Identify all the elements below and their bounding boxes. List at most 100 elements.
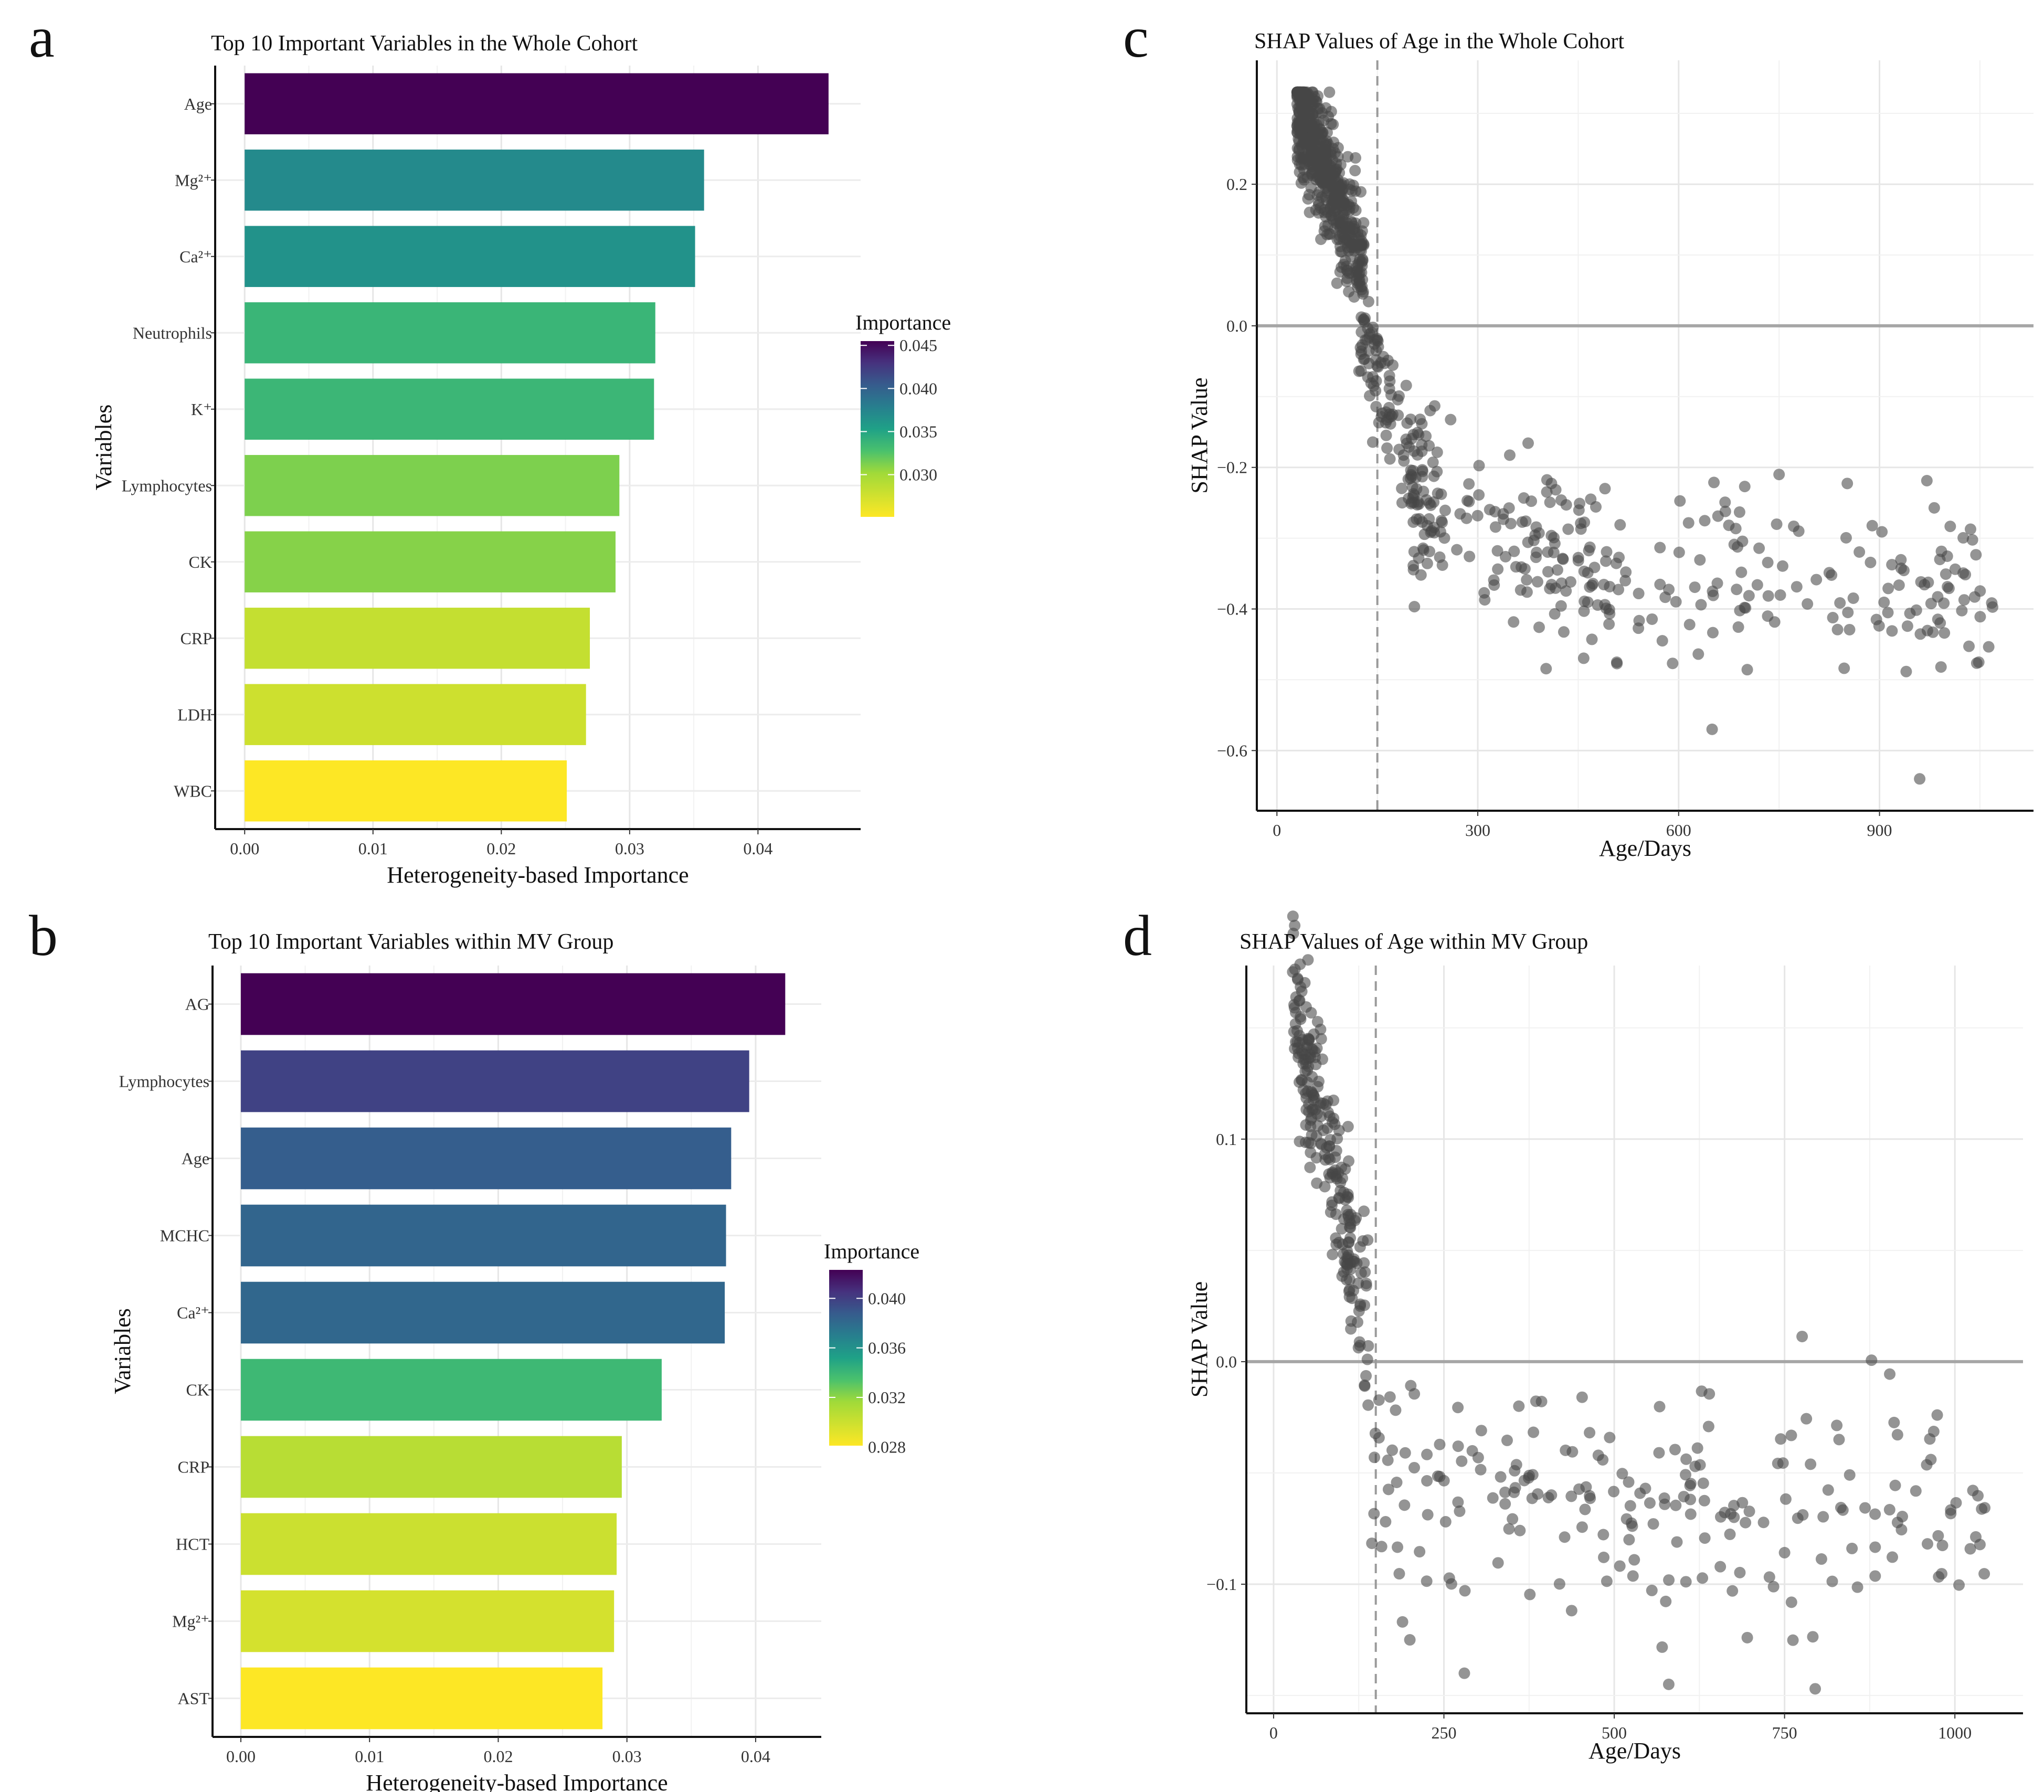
x-tick-label: 500 (1602, 1723, 1627, 1742)
scatter-point (1407, 429, 1420, 441)
scatter-point (1541, 486, 1553, 498)
scatter-point (1986, 597, 1998, 609)
scatter-point (1788, 520, 1800, 532)
x-axis-title: Age/Days (1588, 1738, 1681, 1764)
scatter-point (1727, 1585, 1739, 1597)
scatter-point (1367, 436, 1379, 448)
scatter-point (1342, 1120, 1354, 1132)
scatter-point (1785, 1596, 1797, 1608)
scatter-point (1895, 554, 1907, 566)
scatter-point (1391, 1476, 1403, 1488)
scatter-point (1357, 1235, 1369, 1247)
chart-c: 0 300 600 900 0.2 0.0 −0.2 −0.4 −0.6 SHAP Values … (1187, 29, 2034, 861)
scatter-point (1957, 532, 1969, 544)
y-tick-label: Mg²⁺ (172, 1612, 209, 1631)
scatter-point (1928, 502, 1940, 514)
y-tick-label: AST (178, 1689, 210, 1708)
scatter-point (1384, 453, 1396, 465)
scatter-point (1838, 662, 1850, 674)
scatter-point (1454, 1505, 1466, 1517)
scatter-point (1436, 516, 1448, 528)
bar-9 (240, 1667, 603, 1730)
chart-b: AG Lymphocytes Age MCHC Ca²⁺ CK CRP HCT Mg²⁺ AST 0… (110, 930, 919, 1792)
panel-letter-b: b (29, 904, 58, 968)
scatter-point (1296, 86, 1308, 98)
scatter-point (1421, 1475, 1433, 1487)
scatter-point (1656, 1641, 1668, 1653)
scatter-point (1974, 611, 1986, 623)
legend-tick-label: 0.030 (899, 465, 937, 484)
scatter-point (1762, 590, 1774, 602)
scatter-point (1296, 127, 1308, 139)
scatter-point (1380, 1516, 1392, 1528)
scatter-point (1841, 478, 1854, 490)
scatter-point (1551, 564, 1563, 576)
scatter-point (1306, 96, 1318, 108)
scatter-point (1479, 594, 1491, 606)
y-tick-label: K⁺ (191, 400, 212, 419)
scatter-point (1802, 598, 1814, 610)
scatter-point (1671, 1536, 1683, 1548)
scatter-point (1526, 1492, 1538, 1504)
scatter-point (1791, 581, 1803, 593)
bar-3 (240, 1204, 726, 1267)
legend-tick-label: 0.040 (899, 379, 937, 398)
scatter-point (1390, 1404, 1402, 1416)
scatter-point (1732, 621, 1744, 633)
scatter-point (1689, 581, 1701, 593)
scatter-point (1719, 1507, 1731, 1519)
x-axis-title: Heterogeneity-based Importance (366, 1770, 668, 1792)
scatter-point (1354, 267, 1366, 279)
scatter-point (1420, 430, 1432, 442)
scatter-point (1463, 495, 1475, 507)
scatter-point (1873, 620, 1885, 632)
scatter-point (1360, 1370, 1372, 1382)
scatter-point (1815, 1553, 1827, 1565)
scatter-point (1383, 369, 1395, 381)
scatter-point (1351, 1316, 1363, 1328)
scatter-point (1375, 1541, 1388, 1553)
bar-0 (240, 973, 786, 1035)
bar-5 (245, 455, 620, 516)
scatter-point (1774, 589, 1786, 601)
scatter-point (1521, 574, 1533, 586)
scatter-point (1325, 1206, 1337, 1218)
scatter-point (1435, 488, 1447, 500)
scatter-point (1689, 1460, 1701, 1472)
scatter-point (1368, 338, 1380, 350)
scatter-point (1775, 1433, 1787, 1445)
bar-5 (240, 1359, 662, 1421)
scatter-point (1383, 401, 1395, 413)
scatter-point (1393, 1568, 1405, 1580)
scatter-point (1560, 1444, 1572, 1456)
x-tick-label: 0.04 (743, 839, 772, 858)
scatter-point (1914, 773, 1926, 785)
scatter-point (1308, 124, 1320, 136)
x-tick-label: 1000 (1938, 1723, 1972, 1742)
scatter-point (1573, 504, 1585, 516)
scatter-point (1604, 608, 1616, 620)
scatter-point (1306, 1087, 1318, 1099)
scatter-point (1945, 1504, 1957, 1516)
scatter-point (1354, 342, 1367, 354)
scatter-point (1487, 1492, 1499, 1504)
y-tick-label: −0.2 (1217, 458, 1247, 477)
scatter-point (1381, 442, 1393, 454)
legend-title: Importance (855, 311, 951, 334)
bar-2 (245, 226, 695, 287)
scatter-point (1550, 484, 1562, 496)
scatter-point (1348, 291, 1360, 303)
scatter-point (1888, 1416, 1900, 1428)
scatter-point (1680, 1576, 1692, 1588)
scatter-point (1452, 1496, 1464, 1508)
scatter-point (1363, 390, 1375, 402)
scatter-point (1352, 1277, 1364, 1289)
panel-letter-a: a (29, 5, 55, 69)
scatter-point (1976, 1503, 1988, 1515)
scatter-point (1456, 1455, 1468, 1467)
scatter-point (1324, 1133, 1336, 1146)
scatter-point (1508, 545, 1520, 557)
scatter-point (1921, 475, 1933, 487)
scatter-point (1670, 1499, 1682, 1511)
scatter-point (1341, 1245, 1353, 1257)
